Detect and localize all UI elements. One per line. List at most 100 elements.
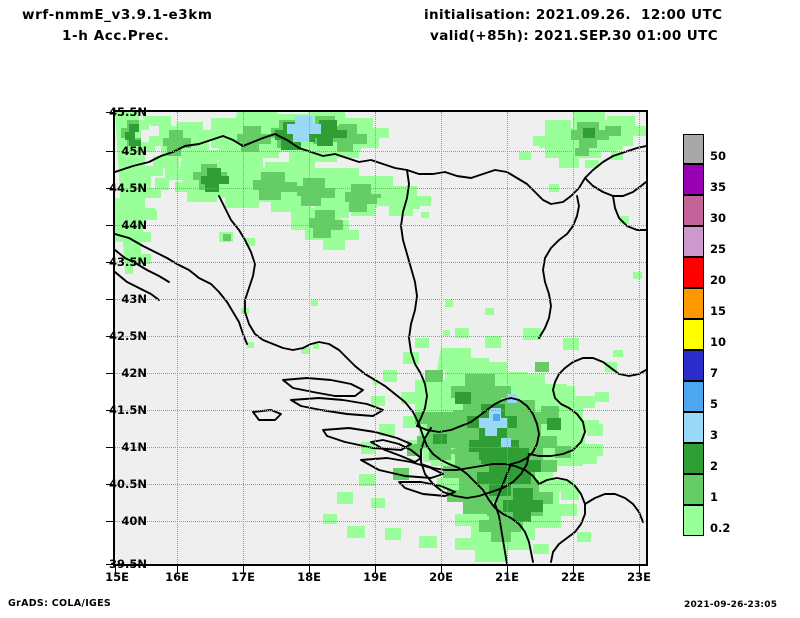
ytick-label-44n: 44N (121, 218, 147, 232)
colorbar-segment-0.2 (683, 505, 704, 536)
xtick-label-15e: 15E (105, 570, 129, 584)
colorbar-segment-3 (683, 412, 704, 443)
xtick-mark-15e (115, 566, 116, 573)
map-clip (115, 112, 646, 564)
colorbar-segment-1 (683, 474, 704, 505)
xtick-mark-17e (243, 566, 244, 573)
ytick-label-40n: 40N (121, 514, 147, 528)
ytick-label-40-5n: 40.5N (109, 477, 147, 491)
colorbar-label-50: 50 (710, 149, 727, 163)
xtick-mark-19e (375, 566, 376, 573)
model-title: wrf-nmmE_v3.9.1-e3km (22, 7, 213, 23)
ytick-label-41n: 41N (121, 440, 147, 454)
gridline-lon-18e (309, 112, 310, 564)
render-timestamp: 2021-09-26-23:05 (684, 600, 778, 610)
gridline-lat-41n (115, 447, 646, 448)
ytick-label-42n: 42N (121, 366, 147, 380)
xtick-label-23e: 23E (627, 570, 651, 584)
ytick-mark-41n (106, 447, 113, 448)
ytick-label-41-5n: 41.5N (109, 403, 147, 417)
xtick-label-18e: 18E (297, 570, 321, 584)
ytick-mark-40n (106, 521, 113, 522)
colorbar-label-5: 5 (710, 397, 719, 411)
gridline-lon-17e (243, 112, 244, 564)
xtick-label-20e: 20E (429, 570, 453, 584)
gridline-lat-43n (115, 299, 646, 300)
gridline-lon-16e (177, 112, 178, 564)
colorbar-label-30: 30 (710, 211, 727, 225)
valid-time: valid(+85h): 2021.SEP.30 01:00 UTC (430, 28, 719, 44)
xtick-mark-20e (441, 566, 442, 573)
gridline-lat-44-5n (115, 188, 646, 189)
ytick-mark-45n (106, 151, 113, 152)
gridline-lon-20e (441, 112, 442, 564)
gridline-lon-19e (375, 112, 376, 564)
gridline-lat-42n (115, 373, 646, 374)
grads-credit: GrADS: COLA/IGES (8, 598, 112, 609)
precipitation-map-plot (113, 110, 648, 566)
ytick-label-39-5n: 39.5N (109, 557, 147, 571)
ytick-label-45n: 45N (121, 144, 147, 158)
colorbar-segment-7 (683, 350, 704, 381)
xtick-mark-16e (177, 566, 178, 573)
colorbar-segment-15 (683, 288, 704, 319)
colorbar-label-3: 3 (710, 428, 719, 442)
colorbar-segment-10 (683, 319, 704, 350)
ytick-mark-39-5n (106, 564, 113, 565)
gridline-lat-41-5n (115, 410, 646, 411)
xtick-label-22e: 22E (561, 570, 585, 584)
xtick-mark-23e (639, 566, 640, 573)
xtick-mark-18e (309, 566, 310, 573)
ytick-label-43-5n: 43.5N (109, 255, 147, 269)
ytick-mark-43n (106, 299, 113, 300)
gridline-lat-40-5n (115, 484, 646, 485)
colorbar-label-25: 25 (710, 242, 727, 256)
colorbar: 0.2 1 2 3 5 7 10 15 20 25 30 35 50 (683, 134, 730, 536)
colorbar-segment-25 (683, 226, 704, 257)
xtick-label-16e: 16E (165, 570, 189, 584)
colorbar-label-10: 10 (710, 335, 727, 349)
ytick-mark-40-5n (106, 484, 113, 485)
colorbar-label-7: 7 (710, 366, 719, 380)
xtick-mark-22e (573, 566, 574, 573)
colorbar-segment-5 (683, 381, 704, 412)
ytick-mark-42n (106, 373, 113, 374)
xtick-mark-21e (507, 566, 508, 573)
ytick-mark-45-5n (106, 112, 113, 113)
colorbar-label-2: 2 (710, 459, 719, 473)
gridline-lat-40n (115, 521, 646, 522)
gridline-lon-23e (639, 112, 640, 564)
colorbar-label-20: 20 (710, 273, 727, 287)
colorbar-segment-2 (683, 443, 704, 474)
xtick-label-17e: 17E (231, 570, 255, 584)
ytick-mark-42-5n (106, 336, 113, 337)
colorbar-segment-20 (683, 257, 704, 288)
gridline-lat-42-5n (115, 336, 646, 337)
map-canvas (115, 112, 646, 564)
colorbar-label-0.2: 0.2 (710, 521, 731, 535)
colorbar-segment-35 (683, 164, 704, 195)
field-title: 1-h Acc.Prec. (62, 28, 170, 44)
ytick-label-43n: 43N (121, 292, 147, 306)
ytick-mark-44n (106, 225, 113, 226)
colorbar-label-15: 15 (710, 304, 727, 318)
colorbar-label-1: 1 (710, 490, 719, 504)
initialisation-time: initialisation: 2021.09.26. 12:00 UTC (424, 7, 723, 23)
colorbar-segment-50 (683, 134, 704, 164)
ytick-label-45-5n: 45.5N (109, 105, 147, 119)
precip-field (115, 112, 646, 562)
gridline-lat-44n (115, 225, 646, 226)
ytick-mark-41-5n (106, 410, 113, 411)
ytick-mark-43-5n (106, 262, 113, 263)
xtick-label-21e: 21E (495, 570, 519, 584)
xtick-label-19e: 19E (363, 570, 387, 584)
gridline-lat-43-5n (115, 262, 646, 263)
gridline-lon-22e (573, 112, 574, 564)
ytick-label-44-5n: 44.5N (109, 181, 147, 195)
ytick-mark-44-5n (106, 188, 113, 189)
ytick-label-42-5n: 42.5N (109, 329, 147, 343)
gridline-lat-45n (115, 151, 646, 152)
colorbar-segment-30 (683, 195, 704, 226)
gridline-lon-21e (507, 112, 508, 564)
colorbar-label-35: 35 (710, 180, 727, 194)
